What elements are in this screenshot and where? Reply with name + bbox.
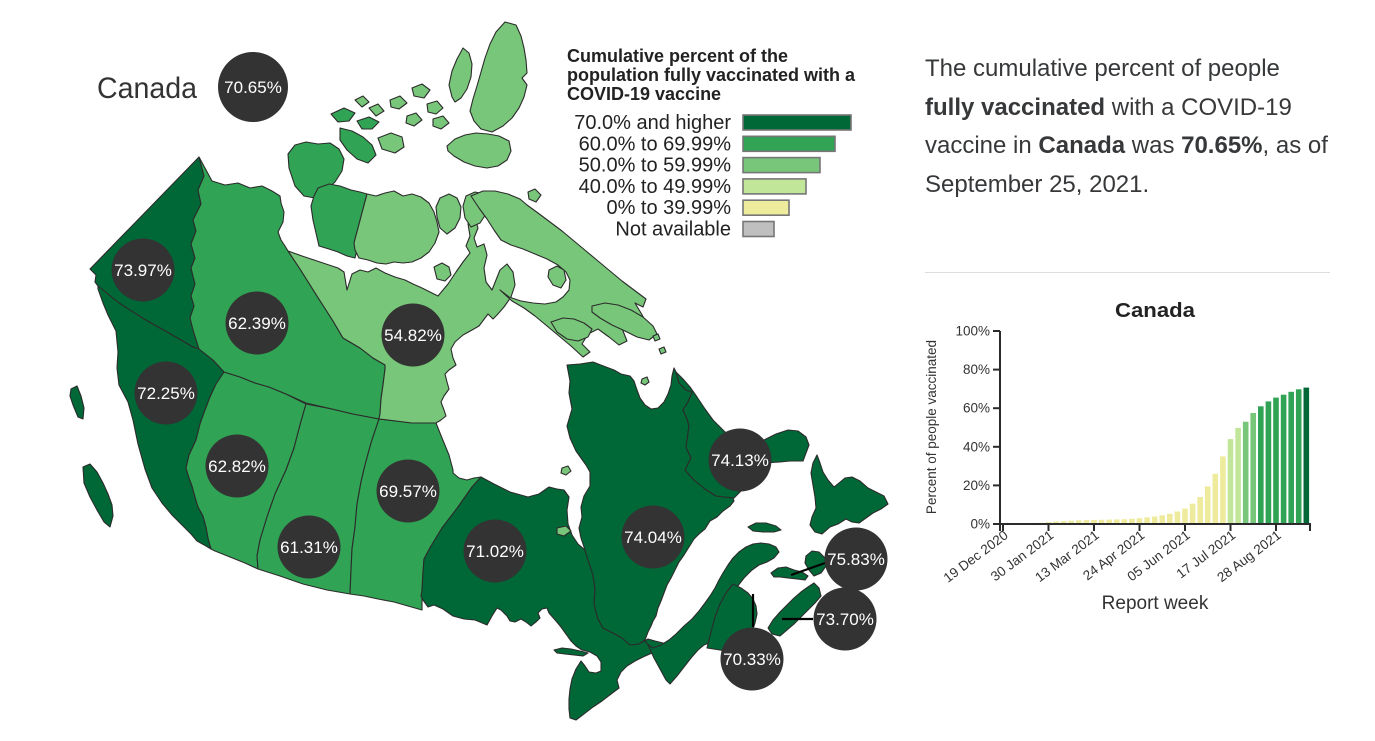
svg-text:Canada: Canada bbox=[1115, 300, 1196, 322]
svg-text:Report week: Report week bbox=[1102, 593, 1209, 614]
svg-text:54.82%: 54.82% bbox=[384, 326, 442, 345]
svg-text:50.0% to 59.99%: 50.0% to 59.99% bbox=[579, 155, 732, 177]
svg-text:60%: 60% bbox=[963, 401, 990, 416]
svg-text:72.25%: 72.25% bbox=[137, 384, 195, 403]
svg-text:100%: 100% bbox=[955, 324, 990, 339]
svg-text:COVID-19 vaccine: COVID-19 vaccine bbox=[567, 84, 721, 104]
svg-text:80%: 80% bbox=[963, 362, 990, 377]
svg-text:0%: 0% bbox=[970, 517, 990, 532]
svg-text:Cumulative percent of the: Cumulative percent of the bbox=[567, 46, 788, 66]
svg-text:Not available: Not available bbox=[615, 219, 731, 241]
svg-text:74.13%: 74.13% bbox=[711, 451, 769, 470]
svg-text:70.0% and higher: 70.0% and higher bbox=[574, 112, 731, 134]
svg-text:71.02%: 71.02% bbox=[466, 542, 524, 561]
svg-text:60.0% to 69.99%: 60.0% to 69.99% bbox=[579, 133, 732, 155]
svg-text:Percent of people vaccinated: Percent of people vaccinated bbox=[924, 340, 939, 514]
svg-text:70.33%: 70.33% bbox=[723, 650, 781, 669]
svg-text:74.04%: 74.04% bbox=[624, 528, 682, 547]
svg-text:75.83%: 75.83% bbox=[827, 550, 885, 569]
svg-text:Canada: Canada bbox=[97, 72, 197, 105]
svg-text:73.97%: 73.97% bbox=[114, 261, 172, 280]
svg-text:73.70%: 73.70% bbox=[816, 610, 874, 629]
svg-text:70.65%: 70.65% bbox=[224, 78, 282, 97]
svg-text:20%: 20% bbox=[963, 478, 990, 493]
svg-text:62.39%: 62.39% bbox=[228, 314, 286, 333]
svg-text:population fully vaccinated wi: population fully vaccinated with a bbox=[567, 65, 856, 85]
svg-text:61.31%: 61.31% bbox=[280, 538, 338, 557]
svg-text:0% to 39.99%: 0% to 39.99% bbox=[606, 197, 731, 219]
svg-text:40%: 40% bbox=[963, 439, 990, 454]
svg-text:69.57%: 69.57% bbox=[379, 482, 437, 501]
svg-text:62.82%: 62.82% bbox=[208, 457, 266, 476]
svg-text:40.0% to 49.99%: 40.0% to 49.99% bbox=[579, 176, 732, 198]
